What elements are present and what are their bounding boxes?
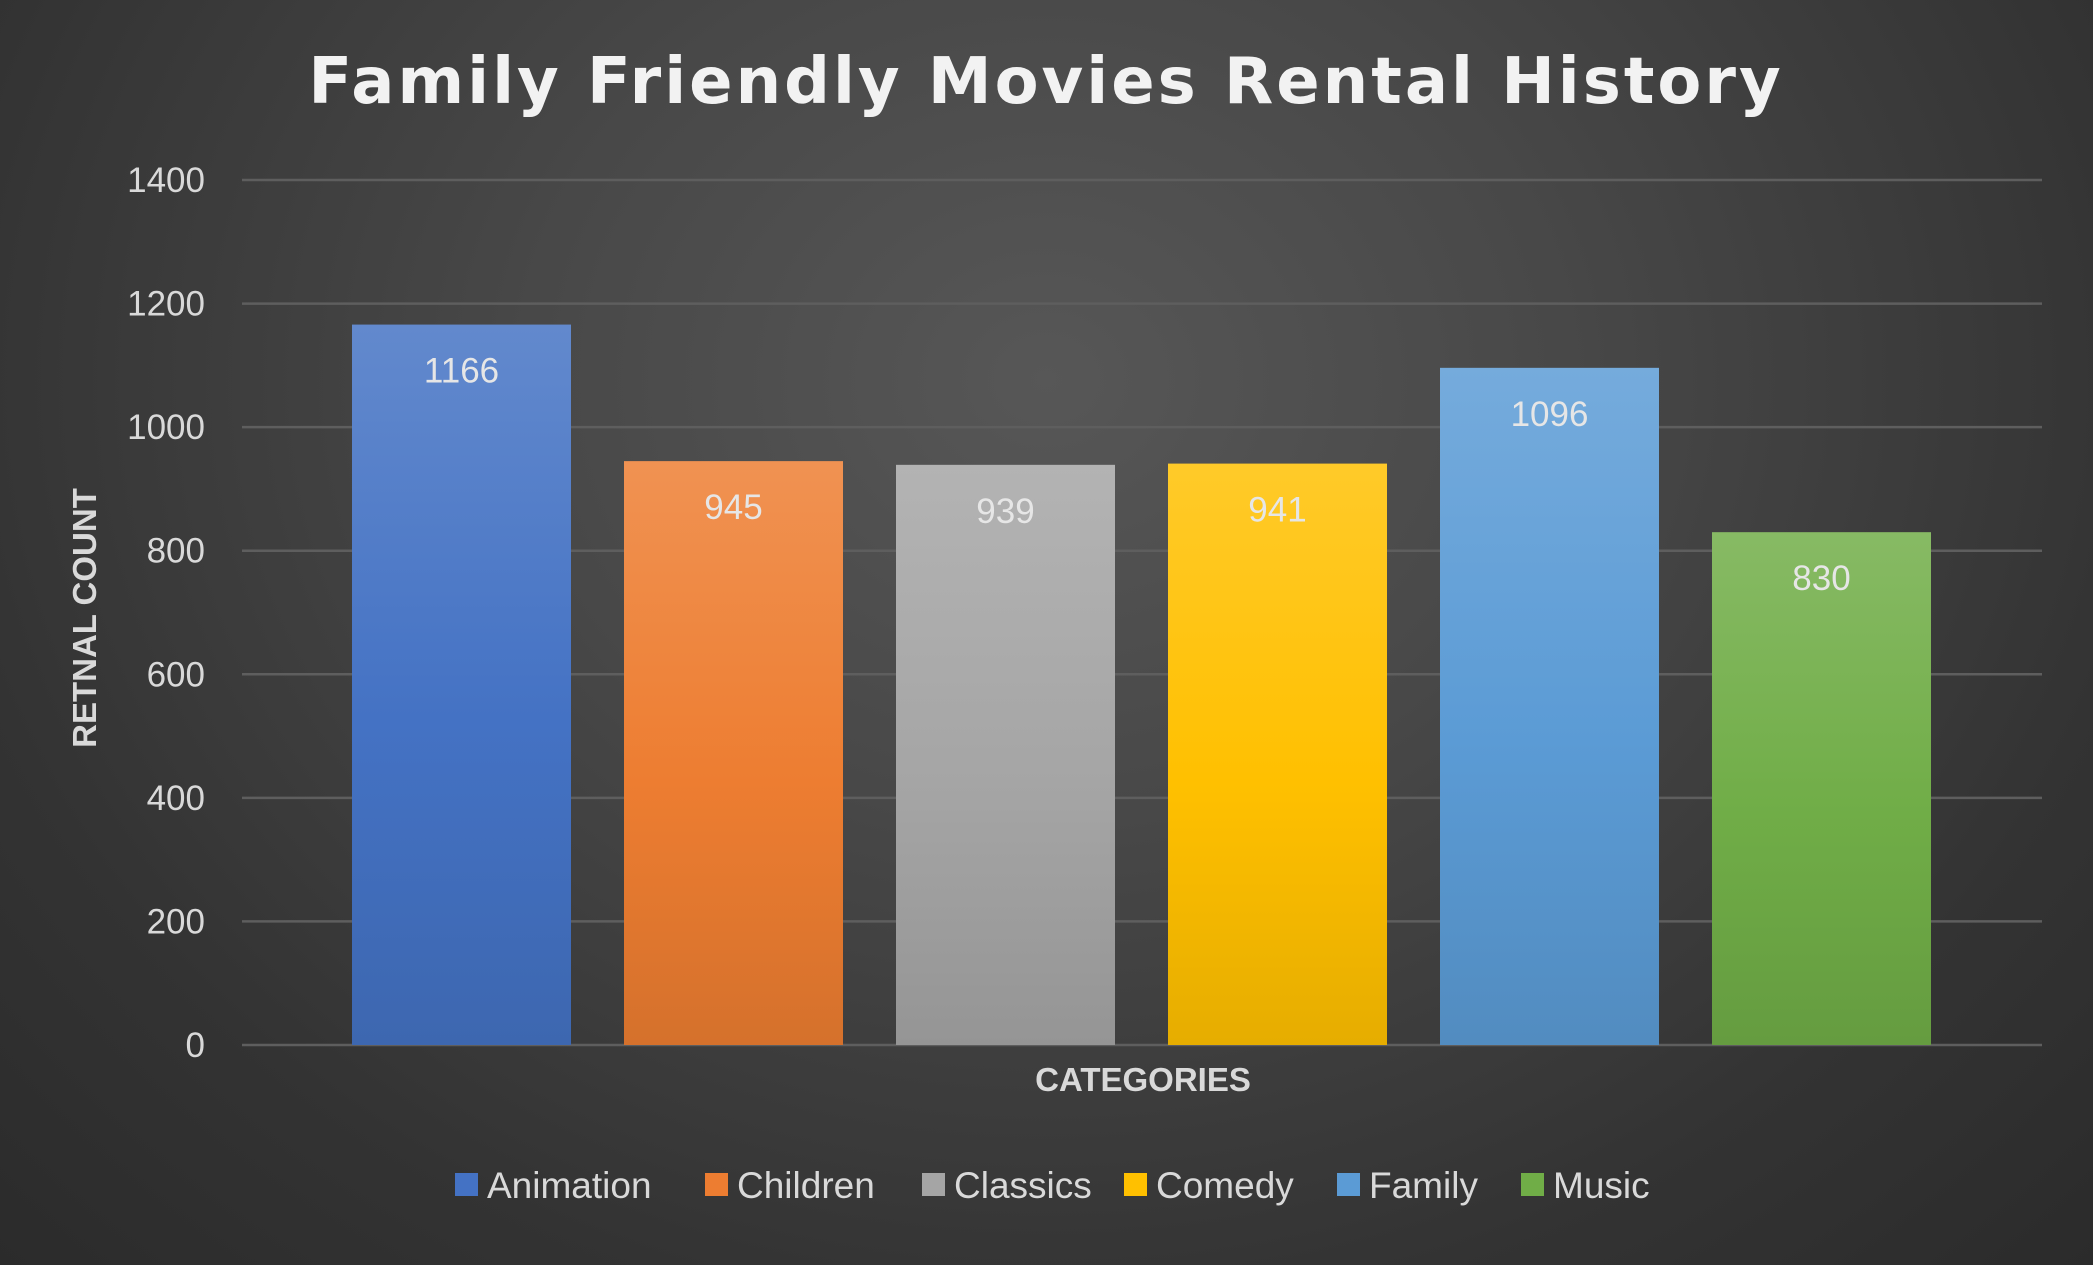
y-tick-label: 1000 [127,408,205,447]
bar-animation [352,324,571,1045]
legend-swatch-comedy [1124,1173,1147,1196]
y-tick-label: 200 [147,902,205,941]
legend-swatch-animation [455,1173,478,1196]
y-axis-title: RETNAL COUNT [66,488,103,748]
legend-label-classics: Classics [954,1165,1092,1206]
legend-label-family: Family [1369,1165,1478,1206]
legend-label-children: Children [737,1165,875,1206]
data-label-animation: 1166 [424,352,499,391]
legend-label-music: Music [1553,1165,1650,1206]
data-label-children: 945 [704,488,762,527]
legend-label-animation: Animation [487,1165,652,1206]
legend-swatch-family [1337,1173,1360,1196]
data-label-comedy: 941 [1248,491,1306,530]
bar-comedy [1168,463,1387,1045]
y-axis-ticks: 0 200 400 600 800 1000 1200 1400 [127,161,205,1065]
bar-classics [896,464,1115,1045]
data-labels: 1166 945 939 941 1096 830 [424,352,1851,599]
legend-swatch-classics [922,1173,945,1196]
chart-title: Family Friendly Movies Rental History [308,45,1783,119]
data-label-classics: 939 [976,492,1034,531]
bar-music [1712,532,1931,1045]
x-axis-title: CATEGORIES [1035,1061,1251,1098]
data-label-music: 830 [1792,559,1850,598]
bars [352,324,1931,1045]
y-tick-label: 600 [147,655,205,694]
y-tick-label: 400 [147,779,205,818]
legend-swatch-music [1521,1173,1544,1196]
legend: Animation Children Classics Comedy Family Mus… [455,1165,1650,1206]
bar-children [624,461,843,1045]
legend-label-comedy: Comedy [1156,1165,1294,1206]
y-tick-label: 800 [147,532,205,571]
y-tick-label: 1400 [127,161,205,200]
legend-swatch-children [705,1173,728,1196]
y-tick-label: 0 [186,1026,205,1065]
bar-family [1440,367,1659,1045]
y-tick-label: 1200 [127,285,205,324]
data-label-family: 1096 [1511,395,1589,434]
